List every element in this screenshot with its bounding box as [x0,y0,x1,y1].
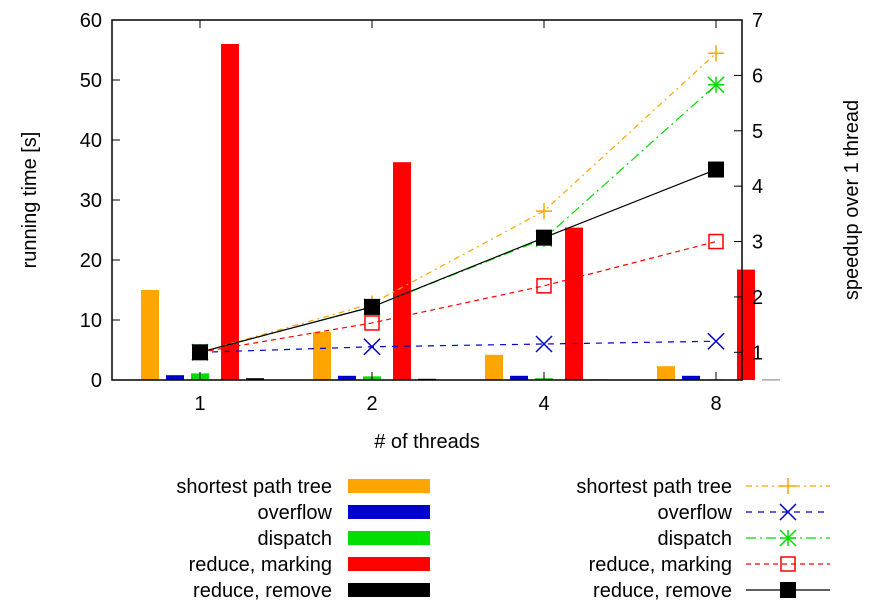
y2-tick-label-3: 4 [752,176,763,198]
bar-0-1 [313,332,331,380]
bar-0-3 [657,366,675,380]
legend: shortest path tree overflow dispatch reduce… [176,476,830,602]
point-3-3 [708,233,724,250]
legend-bar-label-1: overflow [258,502,333,524]
bar-1-0 [166,375,184,380]
bar-3-2 [565,227,583,380]
line-0 [199,52,717,353]
point-0-2 [536,203,552,220]
y2-tick-label-0: 1 [752,342,763,364]
x-tick-label-0: 1 [194,393,205,415]
y-tick-label-4: 40 [80,130,102,152]
legend-line-label-0: shortest path tree [576,476,732,498]
legend-line-label-1: overflow [658,502,733,524]
x-axis-title: # of threads [374,431,480,453]
legend-bar-swatch-3 [348,557,430,571]
point-0-3 [708,45,724,62]
bar-3-1 [393,162,411,380]
legend-bar-label-3: reduce, marking [189,554,332,576]
legend-line-marker-4 [780,582,796,598]
point-1-3 [707,332,725,350]
y-tick-label-2: 20 [80,250,102,272]
x-tick-label-1: 2 [366,393,377,415]
y-tick-label-1: 10 [80,310,102,332]
axes-layer: 0 10 20 30 40 50 60 1 2 3 4 5 6 7 1 2 4 8 [80,10,763,415]
legend-line-marker-2 [779,529,797,547]
point-4-2 [536,229,552,246]
bar-1-1 [338,375,356,380]
legend-line-marker-0 [780,478,796,494]
point-2-3 [707,76,725,94]
y-tick-label-5: 50 [80,70,102,92]
legend-line-label-2: dispatch [658,528,733,550]
y-axis-title: running time [s] [19,132,41,269]
point-1-1 [363,338,381,356]
y2-tick-label-6: 7 [752,10,763,32]
legend-line-label-4: reduce, remove [593,580,732,602]
bar-0-2 [485,354,503,380]
bar-1-3 [682,375,700,380]
y-tick-label-6: 60 [80,10,102,32]
point-4-0 [192,344,208,361]
y2-tick-label-4: 5 [752,121,763,143]
line-3 [199,240,717,353]
legend-bar-swatch-0 [348,479,430,493]
y2-tick-label-5: 6 [752,65,763,87]
point-1-2 [535,335,553,353]
y2-tick-label-1: 2 [752,287,763,309]
bar-4-3 [762,379,780,381]
line-2 [199,84,717,353]
legend-bar-swatch-1 [348,505,430,519]
bar-1-2 [510,375,528,380]
legend-line-marker-3 [780,556,796,572]
x-tick-label-3: 8 [710,393,721,415]
legend-bar-swatch-2 [348,531,430,545]
point-4-3 [708,161,724,178]
bar-3-0 [221,44,239,380]
bar-0-0 [141,290,159,380]
legend-bar-label-0: shortest path tree [176,476,332,498]
bar-layer [141,44,780,381]
legend-bar-label-2: dispatch [258,528,333,550]
x-tick-label-2: 4 [538,393,549,415]
legend-bar-swatch-4 [348,583,430,597]
y2-axis-title: speedup over 1 thread [841,100,863,300]
bar-4-0 [246,378,264,380]
y-tick-label-3: 30 [80,190,102,212]
point-4-1 [364,298,380,315]
point-3-2 [536,278,552,294]
legend-line-marker-1 [779,503,797,521]
line-4 [199,168,717,353]
line-layer [191,45,725,361]
y2-tick-label-2: 3 [752,232,763,254]
y-tick-label-0: 0 [91,370,102,392]
point-3-1 [364,315,380,331]
legend-line-label-3: reduce, marking [589,554,732,576]
legend-bar-label-4: reduce, remove [193,580,332,602]
line-1 [199,340,717,353]
plot-frame [111,19,743,381]
